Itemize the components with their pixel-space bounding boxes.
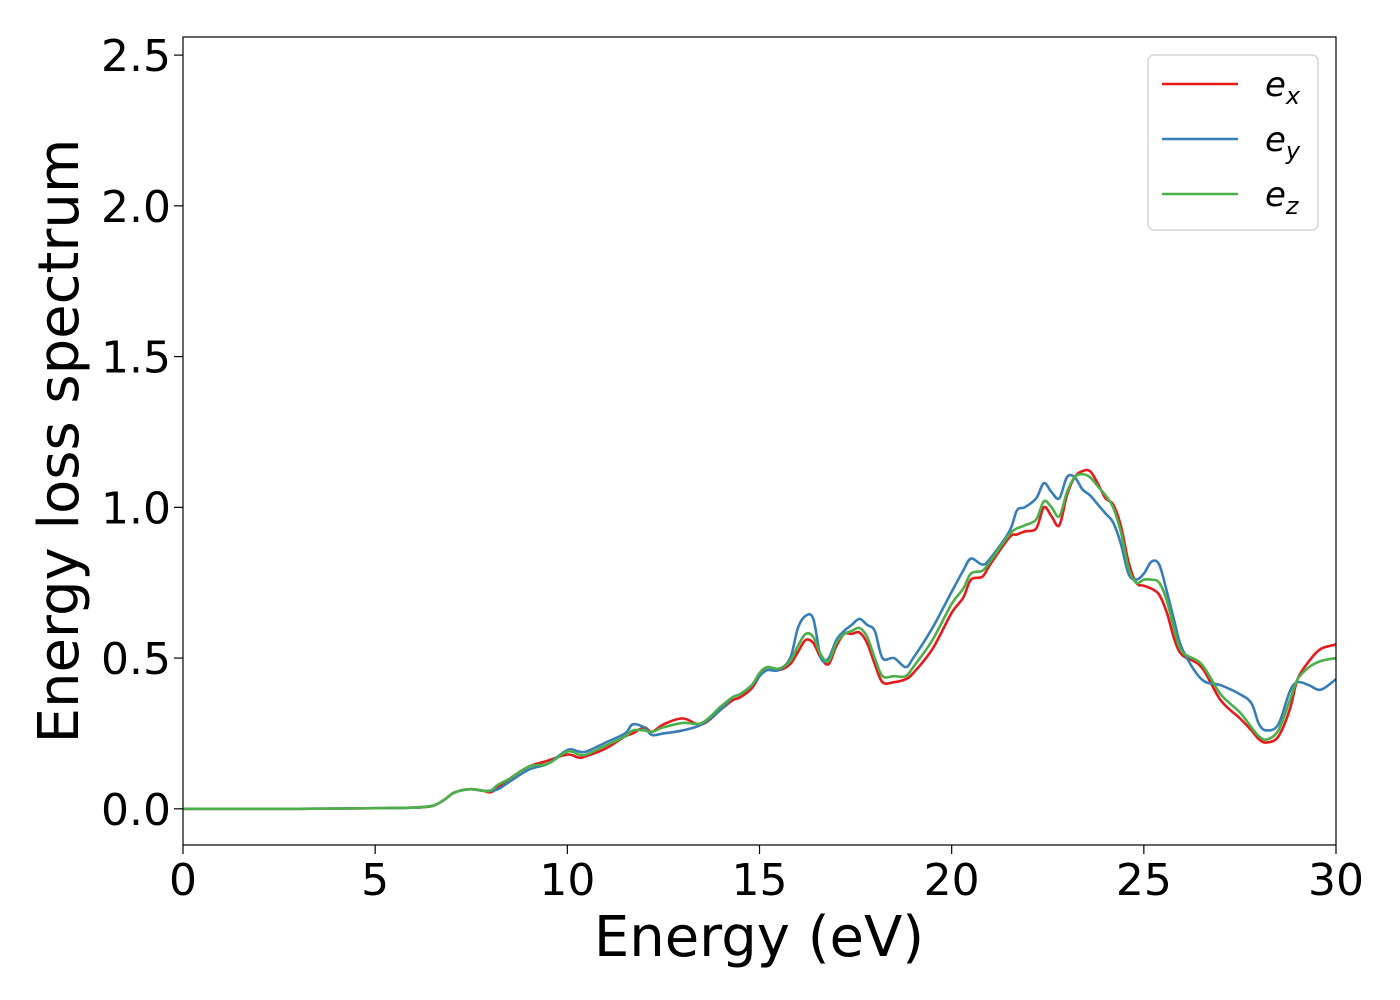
y-tick-label: 0.0 — [101, 785, 171, 836]
y-tick-label: 1.0 — [101, 483, 171, 534]
x-tick-label: 10 — [539, 855, 595, 906]
y-tick-label: 2.5 — [101, 31, 171, 82]
series-line-y — [183, 473, 1337, 811]
x-tick-label: 30 — [1308, 855, 1364, 906]
legend-label-z: ez — [1265, 175, 1300, 220]
x-tick-label: 25 — [1116, 855, 1172, 906]
x-tick-label: 5 — [361, 855, 389, 906]
series-lines — [183, 468, 1337, 811]
y-axis-ticks: 0.0 0.5 1.0 1.5 2.0 2.5 — [101, 31, 183, 836]
x-axis-ticks: 0 5 10 15 20 25 30 — [169, 845, 1364, 906]
legend-label-y: ey — [1265, 120, 1301, 165]
legend-box — [1147, 54, 1319, 231]
series-line-z — [183, 472, 1337, 811]
y-axis-title: Energy loss spectrum — [27, 139, 92, 744]
x-tick-label: 0 — [169, 855, 197, 906]
x-tick-label: 20 — [924, 855, 980, 906]
x-tick-label: 15 — [732, 855, 788, 906]
x-axis-title: Energy (eV) — [594, 905, 924, 970]
plot-area — [183, 37, 1336, 845]
y-tick-label: 2.0 — [101, 182, 171, 233]
legend-label-x: ex — [1265, 65, 1301, 110]
y-tick-label: 1.5 — [101, 333, 171, 384]
legend: ex ey ez — [1147, 54, 1319, 231]
y-tick-label: 0.5 — [101, 634, 171, 685]
